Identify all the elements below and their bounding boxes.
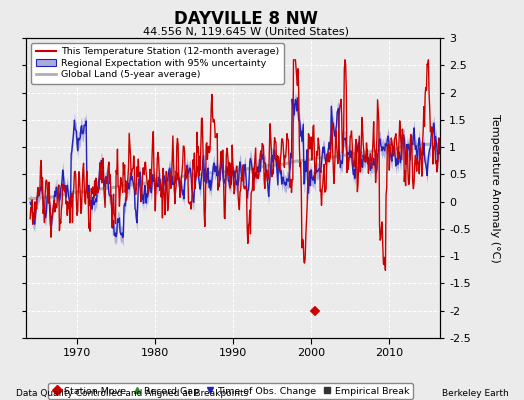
Text: DAYVILLE 8 NW: DAYVILLE 8 NW [174,10,318,28]
Legend: Station Move, Record Gap, Time of Obs. Change, Empirical Break: Station Move, Record Gap, Time of Obs. C… [48,383,413,399]
Text: Data Quality Controlled and Aligned at Breakpoints: Data Quality Controlled and Aligned at B… [16,389,248,398]
Text: Berkeley Earth: Berkeley Earth [442,389,508,398]
Y-axis label: Temperature Anomaly (°C): Temperature Anomaly (°C) [490,114,500,262]
Text: 44.556 N, 119.645 W (United States): 44.556 N, 119.645 W (United States) [143,26,350,36]
